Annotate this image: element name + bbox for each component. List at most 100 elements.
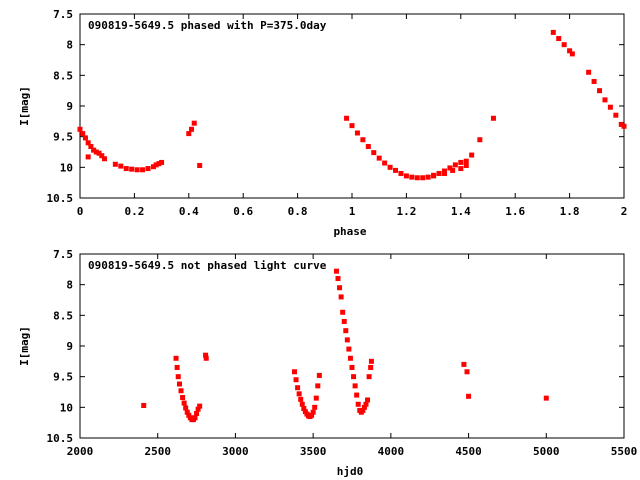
phased-data-point xyxy=(112,161,118,167)
unphased-data-point xyxy=(181,400,187,406)
unphased-data-point xyxy=(295,385,301,391)
unphased-data-point xyxy=(354,392,360,398)
phased-x-tick-label: 1 xyxy=(349,205,356,218)
phased-data-point xyxy=(88,143,94,149)
phased-data-point xyxy=(463,162,469,168)
unphased-data-point xyxy=(368,358,374,364)
phased-x-tick-label: 1.4 xyxy=(451,205,471,218)
phased-data-point xyxy=(156,161,162,167)
phased-x-tick-label: 2 xyxy=(621,205,628,218)
phased-data-point xyxy=(354,130,360,136)
phased-data-point xyxy=(431,173,437,179)
phased-x-axis-label: phase xyxy=(333,225,366,238)
phased-y-tick-label: 9.5 xyxy=(53,131,73,144)
unphased-data-point xyxy=(466,393,472,399)
phased-data-point xyxy=(613,112,619,118)
unphased-light-curve-panel: 2000 2500 3000 3500 4000 4500 5000 5500 7.5 8 8.5 9… xyxy=(18,248,637,478)
unphased-data-point xyxy=(351,374,357,380)
phased-data-point xyxy=(393,167,399,173)
phased-data-point xyxy=(344,115,350,121)
phased-x-tick-label: 0.8 xyxy=(288,205,308,218)
phased-data-point xyxy=(159,159,165,165)
phased-data-point xyxy=(349,123,355,129)
phased-ticks: 0 0.2 0.4 0.6 0.8 1 1.2 1.4 1.6 1.8 2 7.5 8 8.5 9 9.5 10… xyxy=(47,8,628,218)
phased-data-point xyxy=(550,29,556,35)
phased-x-tick-label: 1.6 xyxy=(505,205,525,218)
unphased-data-point xyxy=(176,381,182,387)
phased-data-point xyxy=(556,36,562,42)
unphased-data-point xyxy=(141,402,147,408)
unphased-data-point xyxy=(309,412,315,418)
unphased-ticks: 2000 2500 3000 3500 4000 4500 5000 5500 7.5 8 8.5 9… xyxy=(47,248,638,458)
unphased-x-tick-label: 5500 xyxy=(611,445,638,458)
phased-data-point xyxy=(458,159,464,165)
phased-y-tick-label: 10 xyxy=(60,161,73,174)
unphased-data-point xyxy=(174,364,180,370)
phased-data-point xyxy=(371,150,377,156)
unphased-data-point xyxy=(347,355,353,361)
unphased-y-tick-label: 8 xyxy=(66,279,73,292)
phased-data-point xyxy=(607,104,613,110)
phased-x-tick-label: 0 xyxy=(77,205,84,218)
unphased-data-point xyxy=(298,396,304,402)
unphased-data-point xyxy=(293,377,299,383)
phased-data-point xyxy=(382,160,388,166)
unphased-data-point xyxy=(335,276,341,282)
phased-data-point xyxy=(376,155,382,161)
unphased-x-axis-label: hjd0 xyxy=(337,465,364,478)
unphased-x-tick-label: 4500 xyxy=(455,445,482,458)
phased-data-point xyxy=(99,153,105,159)
unphased-data-point xyxy=(194,410,200,416)
phased-data-point xyxy=(567,48,573,54)
phased-y-axis-label: I[mag] xyxy=(18,86,31,126)
phased-data-point xyxy=(189,126,195,132)
unphased-data-point xyxy=(184,409,190,415)
unphased-data-point xyxy=(340,309,346,315)
phased-y-tick-label: 10.5 xyxy=(47,192,74,205)
unphased-data-point xyxy=(366,374,372,380)
unphased-data-point xyxy=(310,409,316,415)
unphased-data-point xyxy=(180,395,186,401)
unphased-data-point xyxy=(197,403,203,409)
phased-data-point xyxy=(602,97,608,103)
unphased-data-point xyxy=(352,383,358,389)
phased-data-point xyxy=(129,166,135,172)
phased-data-point xyxy=(101,156,107,162)
phased-data-point xyxy=(414,175,420,181)
phased-data-point xyxy=(477,137,483,143)
unphased-y-tick-label: 8.5 xyxy=(53,309,73,322)
phased-data-point xyxy=(621,123,627,129)
phased-y-tick-label: 9 xyxy=(66,100,73,113)
unphased-data-point xyxy=(178,388,184,394)
phased-data-point xyxy=(365,143,371,149)
unphased-y-tick-label: 9 xyxy=(66,340,73,353)
phased-data-point xyxy=(597,88,603,94)
phased-data-point xyxy=(463,158,469,164)
phased-x-tick-label: 1.8 xyxy=(560,205,580,218)
phased-data-point xyxy=(85,140,91,146)
phased-data-point xyxy=(387,164,393,170)
phased-data-points xyxy=(77,29,627,181)
phased-data-point xyxy=(441,170,447,176)
phased-data-point xyxy=(140,167,146,173)
unphased-data-point xyxy=(203,355,209,361)
unphased-data-point xyxy=(301,406,307,412)
unphased-data-point xyxy=(203,352,209,358)
phased-y-tick-label: 8.5 xyxy=(53,69,73,82)
unphased-data-point xyxy=(365,397,371,403)
unphased-y-tick-label: 10.5 xyxy=(47,432,74,445)
unphased-data-point xyxy=(361,404,367,410)
unphased-x-tick-label: 5000 xyxy=(533,445,560,458)
phased-data-point xyxy=(191,120,197,126)
phased-data-point xyxy=(96,150,102,156)
phased-data-point xyxy=(450,167,456,173)
unphased-data-point xyxy=(355,401,361,407)
unphased-data-point xyxy=(464,369,470,375)
unphased-x-tick-label: 3000 xyxy=(222,445,249,458)
unphased-data-point xyxy=(316,372,322,378)
phased-data-point xyxy=(618,121,624,127)
unphased-data-point xyxy=(195,406,201,412)
unphased-data-point xyxy=(337,285,343,291)
phased-data-point xyxy=(186,131,192,137)
